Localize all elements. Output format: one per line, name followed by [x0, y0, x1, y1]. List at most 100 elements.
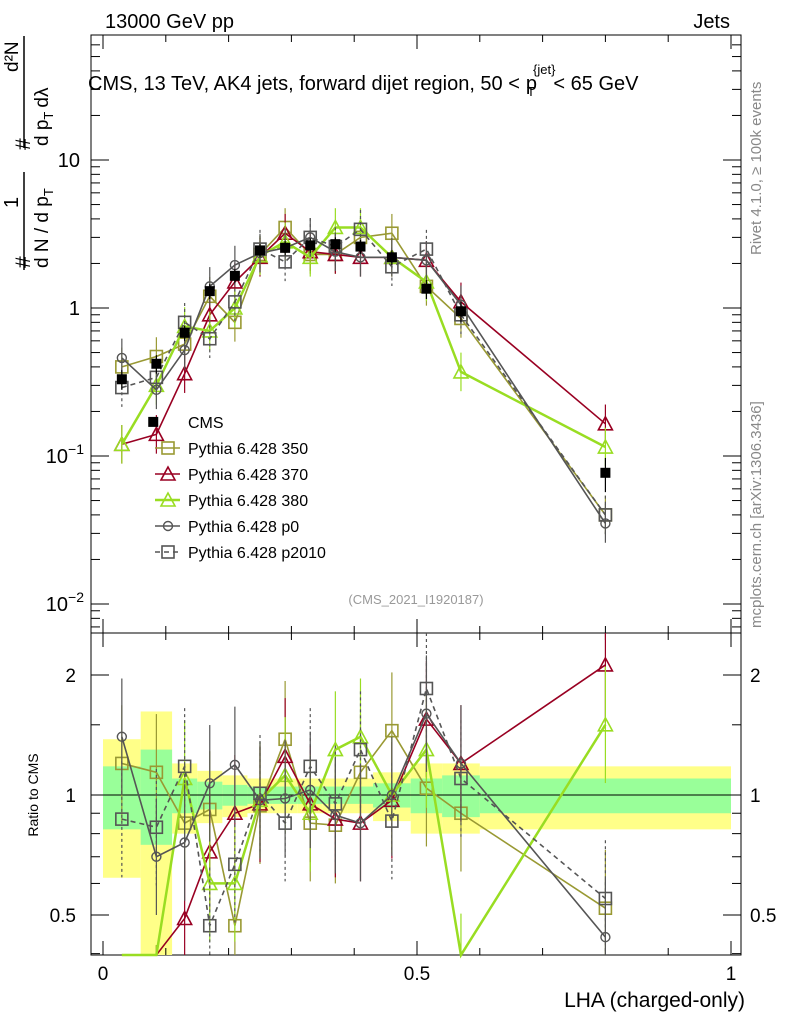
series-1-point: [148, 425, 165, 442]
legend-marker-4: [161, 545, 175, 559]
y-tick-label: 10−2: [46, 589, 84, 616]
series-4-point: [353, 222, 368, 237]
chart-title-main: CMS, 13 TeV, AK4 jets, forward dijet reg…: [88, 73, 520, 95]
ratio-series-4-point: [454, 771, 468, 786]
data-point: [148, 416, 159, 427]
series-4-point: [598, 508, 613, 522]
ylabel-frac1-den: d N / d pT: [32, 188, 56, 268]
series-2-point: [452, 363, 470, 379]
ratio-series-2-point: [327, 740, 344, 757]
legend: CMS Pythia 6.428 350 Pythia 6.428 370 Pythi…: [155, 415, 326, 562]
y-axis-label: # 1 d N / d pT # d²N d pTdλ: [1, 36, 56, 270]
ratio-y-label: Ratio to CMS: [25, 753, 41, 836]
series-4-point: [202, 331, 217, 346]
ylabel-frac2-den: d pTdλ: [32, 87, 56, 146]
legend-label-0: Pythia 6.428 350: [188, 441, 308, 458]
ratio-series-3-point: [229, 759, 241, 771]
chart-title-tail: < 65 GeV: [553, 73, 639, 95]
chart-title-sub: T: [527, 84, 535, 99]
ratio-series-4-point: [328, 797, 343, 811]
series-2-point: [597, 438, 614, 454]
ratio-series-3-point: [179, 837, 190, 848]
series-1-point: [226, 273, 244, 289]
ylabel-frac1-num: 1: [1, 197, 23, 208]
series-4-point: [419, 242, 434, 256]
ratio-series-0-point: [149, 765, 164, 780]
data-point: [179, 327, 190, 338]
band-inner: [479, 778, 731, 814]
ratio-series-2-line: [121, 724, 607, 959]
legend-label-2: Pythia 6.428 380: [188, 493, 308, 510]
ratio-series: [115, 633, 614, 959]
legend-label-3: Pythia 6.428 p0: [188, 519, 299, 536]
data-point: [305, 240, 316, 251]
header-left: 13000 GeV pp: [105, 11, 234, 33]
ratio-y-tick-label-right: 1: [750, 786, 761, 807]
ratio-y-tick-label: 2: [65, 666, 76, 687]
data-point: [255, 245, 265, 256]
analysis-watermark: (CMS_2021_I1920187): [348, 592, 483, 607]
data-point: [600, 467, 611, 478]
ratio-series-4-point: [385, 814, 399, 828]
ratio-series-3-point: [355, 817, 366, 829]
chart-title-p: p: [526, 73, 537, 95]
ratio-series-4-point: [149, 820, 164, 835]
mcplots-label: mcplots.cern.ch [arXiv:1306.3436]: [748, 401, 765, 628]
series-4-point: [278, 255, 292, 269]
ratio-series-2-point: [201, 874, 219, 891]
ratio-series-4-point: [419, 681, 434, 696]
legend-label-data: CMS: [188, 415, 224, 432]
ratio-y-tick-label-right: 0.5: [750, 906, 776, 927]
axis-ticks: 0 0.5 1 10−2 10−1 1 10 0.5 0.5 1 1 2 2: [46, 35, 776, 985]
data-point: [455, 306, 466, 317]
x-tick-label: 0: [98, 964, 109, 985]
data-point: [204, 286, 215, 297]
data-point: [229, 270, 240, 281]
ylabel-frac2-num: d²N: [2, 41, 23, 72]
ratio-series-4-point: [202, 918, 217, 933]
data-point: [151, 358, 162, 369]
ratio-y-tick-label: 0.5: [50, 906, 76, 927]
series-3-point: [116, 352, 128, 364]
data-series: [116, 237, 611, 493]
series-2-point: [352, 218, 369, 235]
ratio-y-tick-label-right: 2: [750, 666, 761, 687]
main-series: [113, 208, 614, 543]
ratio-series-4-point: [228, 857, 242, 872]
ratio-series-4-point: [278, 816, 292, 830]
series-2-point: [113, 435, 131, 452]
chart-title: CMS, 13 TeV, AK4 jets, forward dijet reg…: [88, 62, 639, 99]
data-point: [386, 252, 397, 263]
chart-title-sup: {jet}: [533, 62, 556, 77]
x-tick-label: 0.5: [404, 964, 430, 985]
x-tick-label: 1: [726, 964, 737, 985]
data-point: [280, 242, 291, 253]
legend-marker-0: [161, 441, 175, 455]
ratio-series-3-line: [121, 711, 607, 938]
data-point: [330, 239, 341, 250]
legend-label-4: Pythia 6.428 p2010: [188, 545, 326, 562]
ratio-series-1-point: [176, 909, 193, 926]
data-point: [355, 241, 366, 252]
ratio-series-1-line: [121, 664, 606, 956]
header-right: Jets: [693, 11, 730, 33]
ratio-series-3-point: [116, 731, 128, 742]
ratio-series-4-point: [177, 759, 192, 774]
series-1-point: [176, 364, 193, 381]
legend-label-1: Pythia 6.428 370: [188, 467, 308, 484]
data-point: [116, 374, 127, 385]
ratio-series-4-point: [303, 759, 318, 774]
x-axis-label: LHA (charged-only): [564, 989, 745, 1012]
data-point: [421, 283, 432, 294]
ratio-series-2-point: [352, 728, 369, 744]
legend-marker-1: [159, 465, 177, 481]
legend-marker-3: [162, 520, 174, 532]
rivet-label: Rivet 4.1.0, ≥ 100k events: [748, 82, 765, 255]
series-3-line: [121, 236, 607, 524]
ratio-series-3-point: [204, 778, 215, 789]
ratio-series-4-point: [598, 891, 613, 906]
ratio-series-4-point: [253, 786, 267, 801]
y-tick-label: 10: [58, 150, 80, 172]
y-tick-label: 10−1: [46, 441, 84, 468]
